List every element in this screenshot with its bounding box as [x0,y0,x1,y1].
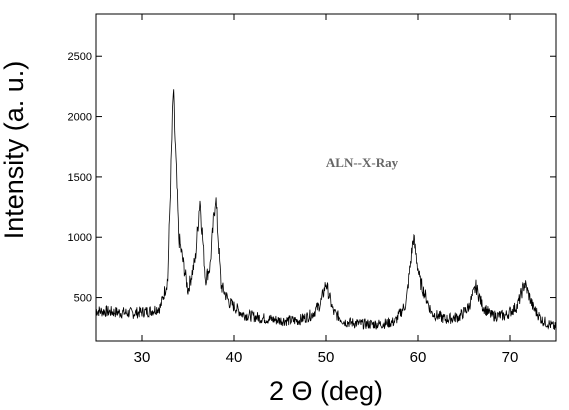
y-axis-title: Intensity (a. u.) [0,61,29,240]
x-axis-ticks: 30 40 50 60 70 [134,14,519,366]
y-axis-ticks: 500 1000 1500 2000 2500 [68,51,556,305]
x-tick-label: 60 [410,349,427,366]
xrd-pattern-line [95,89,557,330]
y-tick-label: 500 [74,293,92,305]
y-tick-label: 2500 [68,51,92,63]
x-tick-label: 70 [502,349,519,366]
y-tick-label: 1000 [68,232,92,244]
y-tick-label: 1500 [68,172,92,184]
x-axis-title: 2 Θ (deg) [269,376,383,406]
y-tick-label: 2000 [68,112,92,124]
annotation-label: ALN--X-Ray [326,155,399,170]
x-tick-label: 50 [318,349,335,366]
x-tick-label: 30 [134,349,151,366]
x-tick-label: 40 [226,349,243,366]
